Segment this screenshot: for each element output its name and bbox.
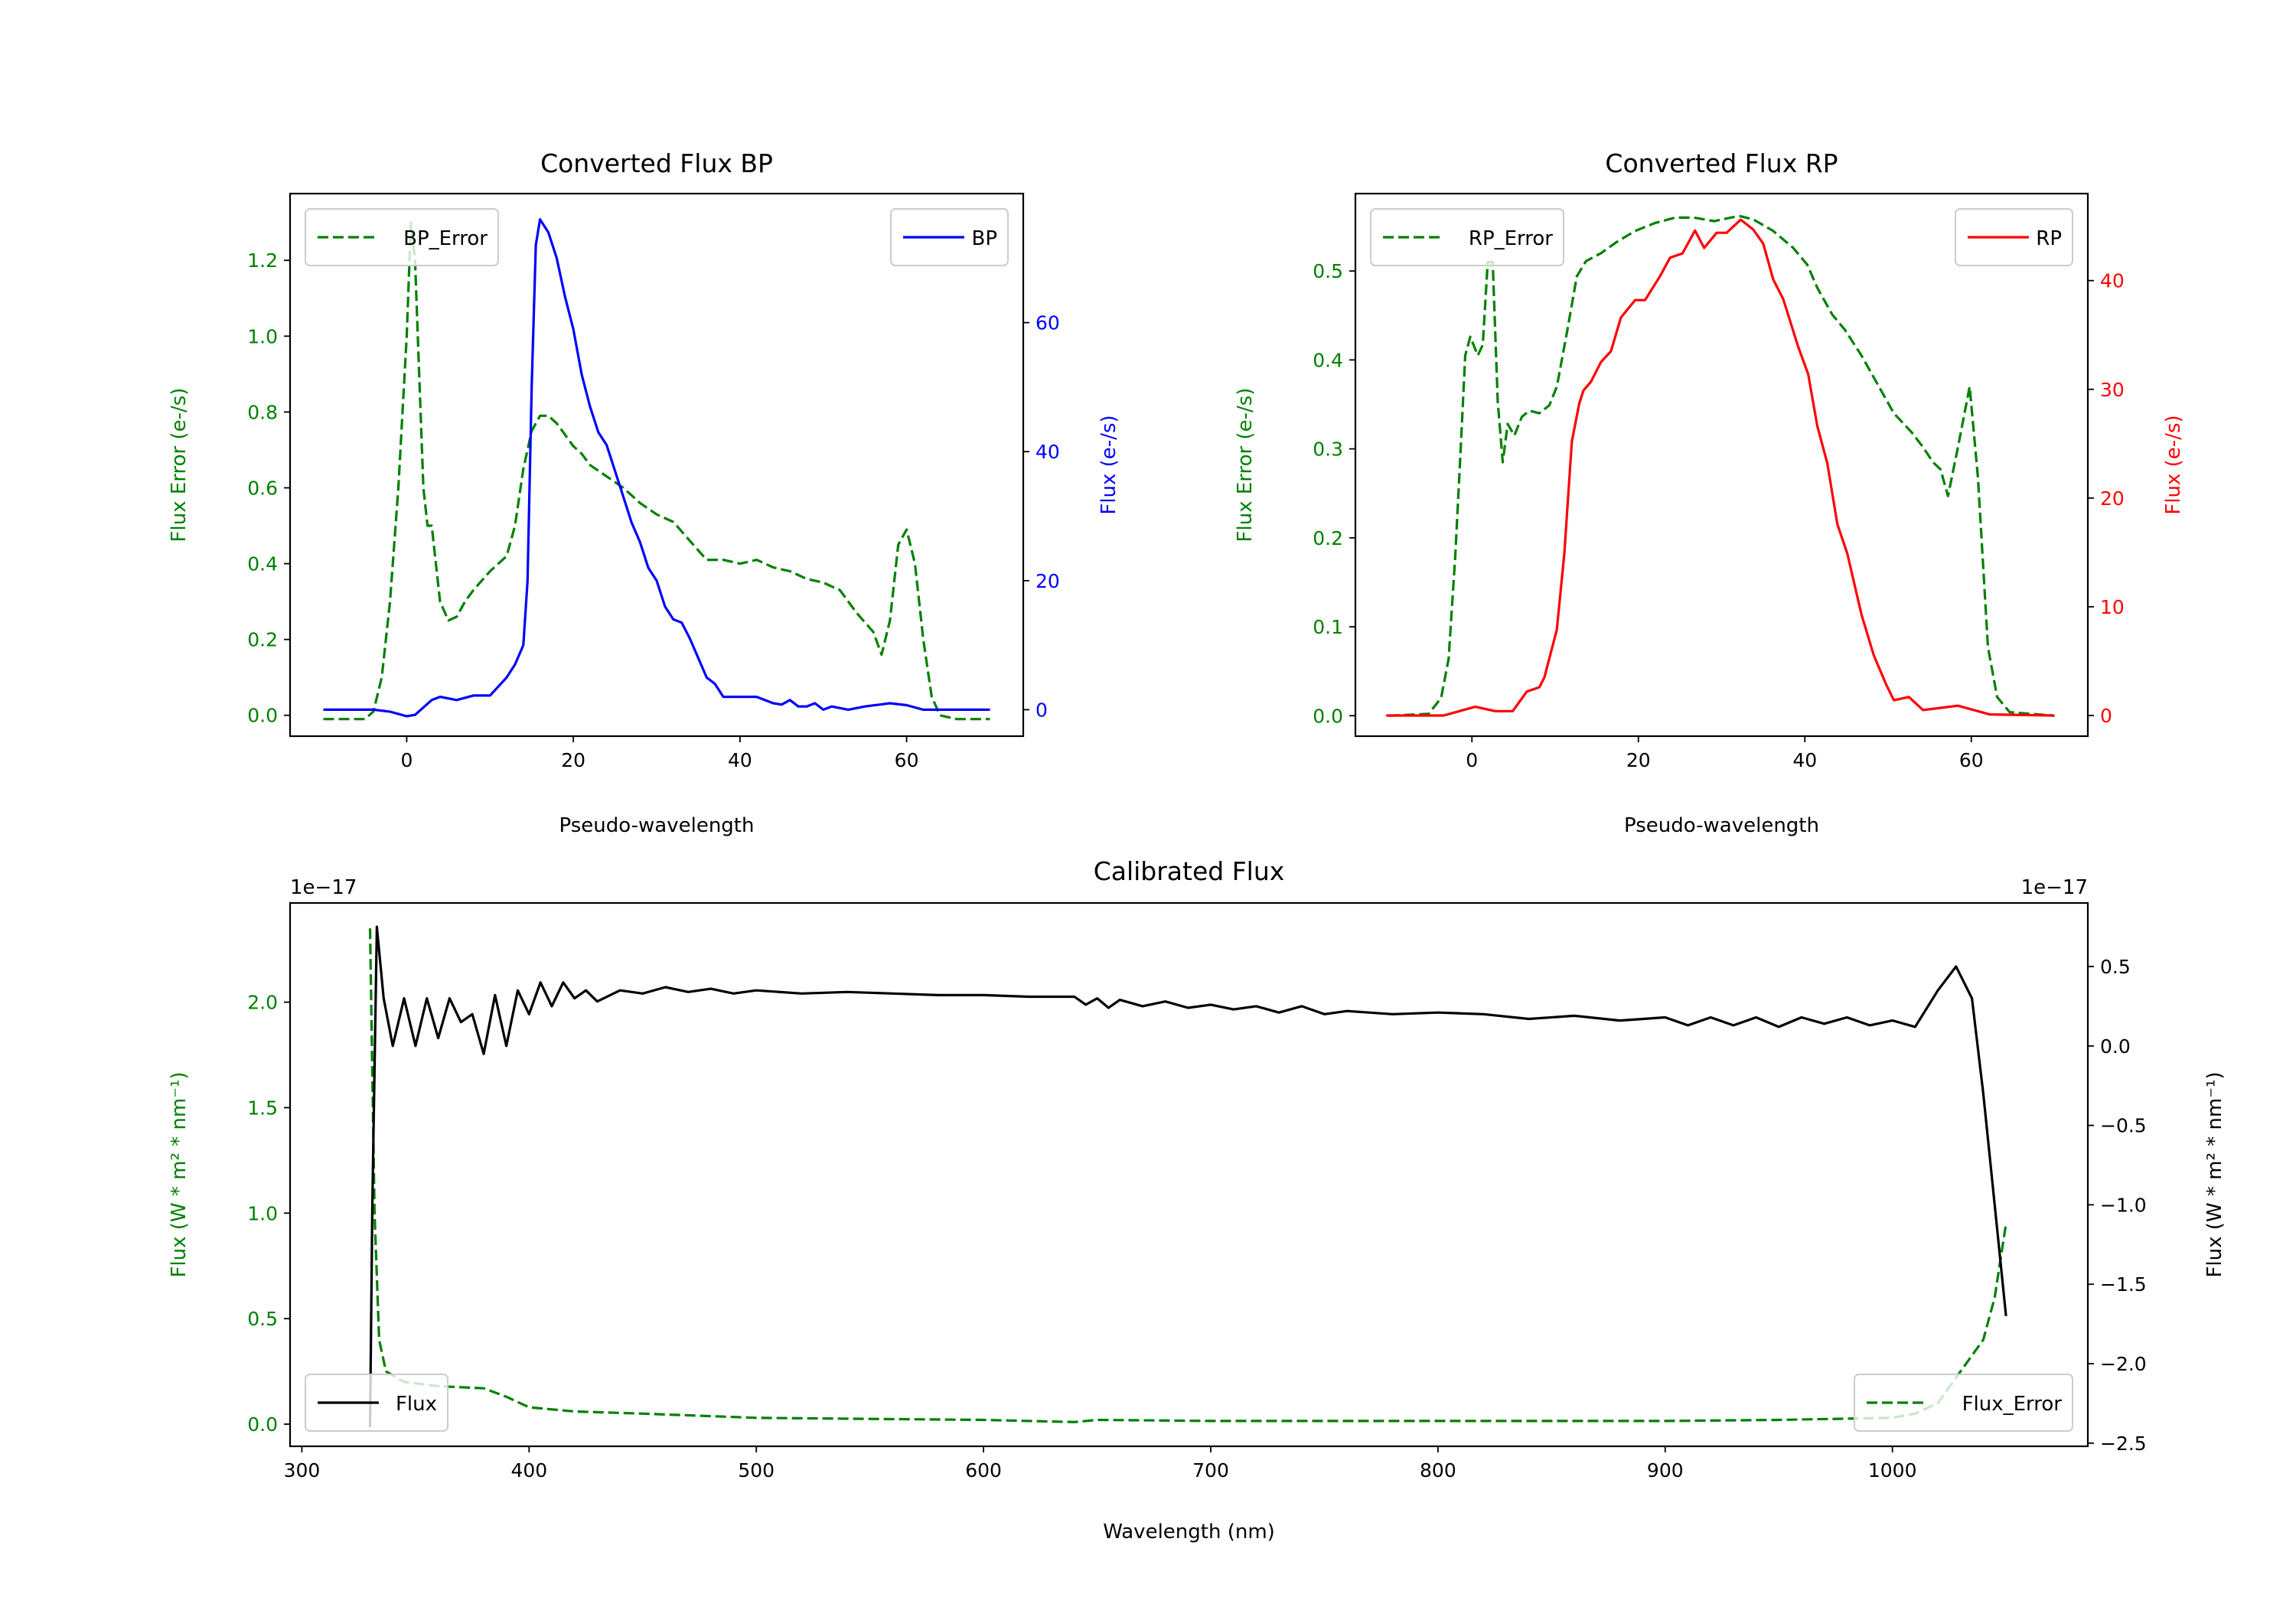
- y-right-tick-label: 10: [2100, 596, 2125, 618]
- x-tick-label: 700: [1192, 1459, 1229, 1482]
- x-axis-label: Pseudo-wavelength: [559, 814, 755, 837]
- y-left-tick-label: 1.5: [247, 1097, 278, 1119]
- y-left-tick-label: 0.2: [1313, 527, 1343, 549]
- y-right-axis-label: Flux (W * m² * nm⁻¹): [2203, 1071, 2226, 1277]
- x-tick-label: 20: [561, 749, 585, 771]
- series-line-bp-error: [323, 221, 990, 721]
- legend-flux-error: Flux_Error: [1854, 1374, 2073, 1432]
- y-left-tick-label: 1.2: [247, 249, 278, 272]
- series-line-rp-error: [1388, 214, 2055, 717]
- legend-box: [305, 208, 499, 266]
- y-left-tick-label: 0.8: [247, 401, 278, 423]
- chart-title: Calibrated Flux: [1094, 856, 1285, 886]
- y-left-tick-label: 0.4: [247, 553, 278, 575]
- legend-bp-error: BP_Error: [305, 208, 499, 266]
- legend-box: [1854, 1374, 2073, 1432]
- y-right-tick-label: 0: [2100, 705, 2112, 727]
- y-right-tick-label: −1.5: [2100, 1273, 2147, 1296]
- x-tick-label: 400: [510, 1459, 547, 1482]
- y-right-tick-label: 40: [2100, 270, 2125, 292]
- y-right-tick-label: 0.5: [2100, 956, 2131, 978]
- chart-title: Converted Flux BP: [540, 148, 773, 178]
- axes-frame: [1354, 192, 2089, 738]
- legend-label: Flux_Error: [1962, 1393, 2063, 1416]
- y-left-tick-label: 0.6: [247, 477, 278, 499]
- y-right-tick-label: 60: [1035, 312, 1060, 334]
- y-right-tick-label: 20: [2100, 487, 2125, 510]
- x-tick-label: 20: [1626, 749, 1651, 771]
- legend-label: Flux: [396, 1393, 437, 1416]
- y-right-tick-label: −0.5: [2100, 1115, 2147, 1137]
- y-left-tick-label: 0.0: [247, 705, 278, 727]
- series-line-flux: [368, 925, 2007, 1428]
- legend-rp-error: RP_Error: [1370, 208, 1564, 266]
- x-tick-label: 0: [400, 749, 413, 771]
- y-right-tick-label: 40: [1035, 441, 1060, 463]
- legend-rp: RP: [1955, 208, 2073, 266]
- y-left-axis-label: Flux Error (e-/s): [168, 388, 191, 543]
- series-line-bp: [323, 218, 990, 718]
- series-line-rp: [1386, 218, 2054, 717]
- axes-frame: [289, 901, 2089, 1448]
- y-left-tick-label: 0.5: [1313, 260, 1343, 282]
- y-right-offset-text: 1e−17: [2021, 876, 2088, 899]
- x-tick-label: 600: [965, 1459, 1002, 1482]
- axes-frame: [289, 192, 1025, 738]
- y-right-tick-label: −2.5: [2100, 1433, 2147, 1455]
- legend-label: RP: [2036, 227, 2062, 250]
- legend-label: RP_Error: [1469, 227, 1553, 250]
- y-left-tick-label: 1.0: [247, 325, 278, 347]
- y-right-axis-label: Flux (e-/s): [2162, 415, 2185, 514]
- y-right-tick-label: 0.0: [2100, 1035, 2131, 1058]
- x-tick-label: 500: [738, 1459, 775, 1482]
- x-tick-label: 1000: [1868, 1459, 1917, 1482]
- y-right-tick-label: −2.0: [2100, 1353, 2147, 1375]
- y-left-tick-label: 0.3: [1313, 438, 1343, 461]
- x-tick-label: 0: [1466, 749, 1478, 771]
- x-tick-label: 60: [1959, 749, 1984, 771]
- y-right-tick-label: 30: [2100, 379, 2125, 401]
- legend-box: [1370, 208, 1564, 266]
- x-tick-label: 900: [1647, 1459, 1684, 1482]
- y-left-tick-label: 1.0: [247, 1202, 278, 1224]
- y-left-offset-text: 1e−17: [290, 876, 357, 899]
- x-tick-label: 60: [895, 749, 919, 771]
- y-left-tick-label: 0.4: [1313, 349, 1343, 371]
- y-left-tick-label: 2.0: [247, 992, 278, 1014]
- legend-bp: BP: [890, 208, 1009, 266]
- x-tick-label: 300: [284, 1459, 321, 1482]
- legend-label: BP: [971, 227, 997, 250]
- subplot-0: 0 20 40 60 0.0 0.2 0.4 0.6 0.8 1.0 1.2 0 20 40 60 Conve…: [168, 148, 1120, 837]
- y-left-tick-label: 0.2: [247, 629, 278, 651]
- y-left-axis-label: Flux Error (e-/s): [1234, 388, 1257, 543]
- x-axis-label: Pseudo-wavelength: [1624, 814, 1819, 837]
- series-line-flux-error: [368, 928, 2007, 1423]
- subplot-1: 0 20 40 60 0.0 0.1 0.2 0.3 0.4 0.5 0 10 20 30 40 Conver…: [1234, 148, 2185, 837]
- x-tick-label: 40: [728, 749, 752, 771]
- legend-flux: Flux: [305, 1374, 448, 1432]
- chart-title: Converted Flux RP: [1605, 148, 1838, 178]
- y-left-tick-label: 0.0: [1313, 705, 1343, 727]
- y-left-tick-label: 0.5: [247, 1308, 278, 1330]
- y-left-tick-label: 0.1: [1313, 616, 1343, 638]
- y-right-axis-label: Flux (e-/s): [1097, 415, 1120, 514]
- subplot-2: 300 400 500 600 700 800 900 1000 0.0 0.5 1.0 1.5 2.0…: [168, 856, 2226, 1543]
- y-left-axis-label: Flux (W * m² * nm⁻¹): [168, 1071, 191, 1277]
- x-axis-label: Wavelength (nm): [1103, 1521, 1275, 1543]
- y-right-tick-label: −1.0: [2100, 1194, 2147, 1216]
- y-left-tick-label: 0.0: [247, 1413, 278, 1436]
- y-right-tick-label: 20: [1035, 570, 1060, 592]
- x-tick-label: 40: [1792, 749, 1817, 771]
- x-tick-label: 800: [1420, 1459, 1456, 1482]
- legend-label: BP_Error: [403, 227, 488, 250]
- y-right-tick-label: 0: [1035, 699, 1048, 721]
